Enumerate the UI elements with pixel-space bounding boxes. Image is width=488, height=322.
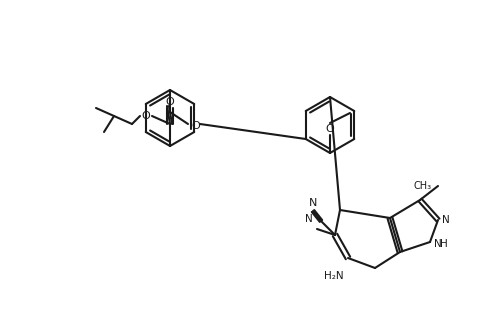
Text: H: H — [440, 239, 448, 249]
Text: N: N — [305, 214, 313, 224]
Text: N: N — [434, 239, 442, 249]
Text: CH₃: CH₃ — [414, 181, 432, 191]
Text: O: O — [142, 111, 150, 121]
Text: H₂N: H₂N — [324, 271, 344, 281]
Text: O: O — [165, 97, 174, 107]
Text: N: N — [442, 215, 450, 225]
Text: O: O — [325, 124, 334, 134]
Text: O: O — [192, 121, 201, 131]
Text: N: N — [309, 198, 317, 208]
